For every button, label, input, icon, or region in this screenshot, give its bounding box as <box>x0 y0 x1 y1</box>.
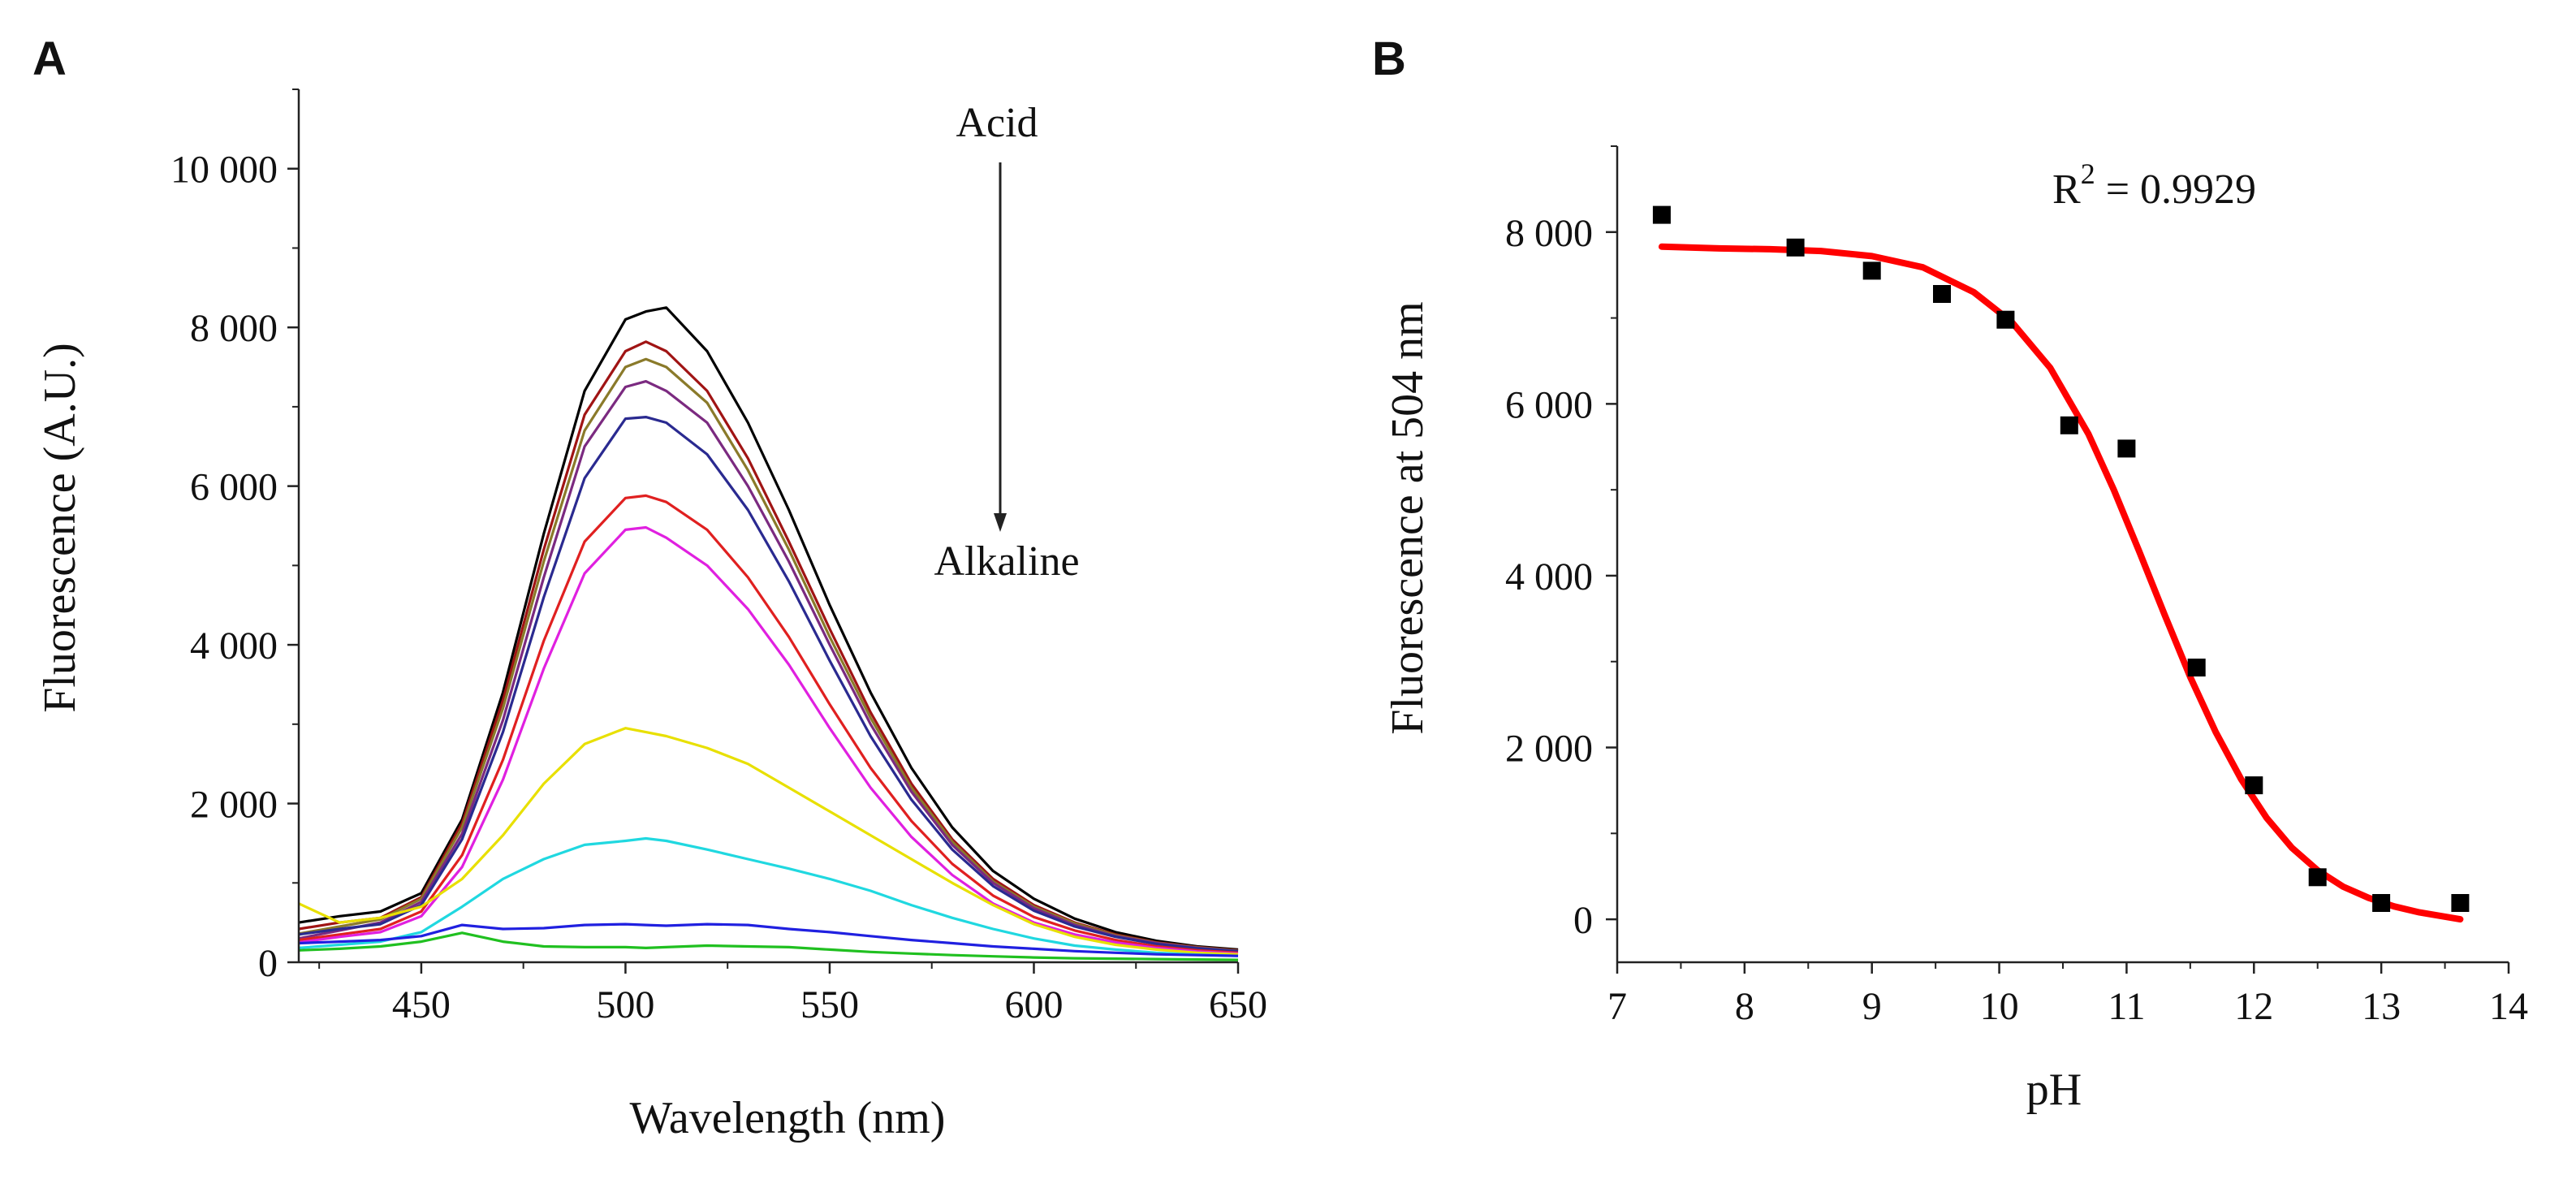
panel-b-x-axis-label: pH <box>2026 1065 2082 1115</box>
series-line-ph-9-0 <box>298 357 1239 953</box>
panel-b-x-tick-label: 11 <box>2108 985 2145 1028</box>
panel-b-x-tick-label: 9 <box>1862 985 1882 1028</box>
panel-b-y-tick-label: 0 <box>1573 899 1593 942</box>
panel-a-x-tick-label: 450 <box>392 983 451 1026</box>
panel-a-series-group <box>298 306 1239 961</box>
panel-b-chart: 0 2 000 4 000 6 000 8 000 7 8 9 10 11 12 13 14 pH Fl… <box>1383 145 2528 1115</box>
panel-a-ticks: 0 2 000 4 000 6 000 8 000 10 000 450 500 550 600 6… <box>170 89 1267 1026</box>
annotation-acid: Acid <box>956 100 1038 146</box>
panel-a-y-tick-label: 8 000 <box>190 307 278 350</box>
panel-b-x-tick-label: 10 <box>1980 985 2019 1028</box>
series-line-ph-9-5 <box>298 380 1239 953</box>
series-line-ph-12-0 <box>298 836 1239 957</box>
panel-b-fit-group <box>1658 243 2464 923</box>
data-point <box>2372 894 2391 912</box>
panel-b-x-tick-label: 14 <box>2489 985 2528 1028</box>
annotation-alkaline: Alkaline <box>934 538 1079 585</box>
panel-a-y-axis-label: Fluorescence (A.U.) <box>35 343 85 713</box>
data-point <box>1786 238 1805 257</box>
series-line-ph-13-0 <box>298 931 1239 961</box>
data-point <box>2451 894 2470 912</box>
panel-a-y-tick-label: 4 000 <box>190 624 278 667</box>
panel-a-x-tick-label: 550 <box>800 983 859 1026</box>
panel-b-x-tick-label: 7 <box>1607 985 1627 1028</box>
panel-b-points-group <box>1652 205 2470 912</box>
panel-a-label: A <box>32 32 67 85</box>
panel-a-y-tick-label: 6 000 <box>190 466 278 509</box>
panel-a-y-tick-label: 2 000 <box>190 784 278 827</box>
data-point <box>2060 416 2078 434</box>
panel-b-y-tick-label: 6 000 <box>1505 383 1593 426</box>
panel-b-axes <box>1616 146 2509 964</box>
r-squared-superscript: 2 <box>2081 158 2095 190</box>
panel-a-y-tick-label: 0 <box>258 942 278 985</box>
data-point <box>2187 659 2206 677</box>
panel-b-y-tick-label: 4 000 <box>1505 555 1593 598</box>
data-point <box>2117 439 2136 458</box>
panel-b-y-tick-label: 8 000 <box>1505 212 1593 255</box>
panel-b-x-tick-label: 8 <box>1735 985 1754 1028</box>
sigmoid-fit-curve <box>1658 243 2464 923</box>
panel-a-x-tick-label: 600 <box>1004 983 1063 1026</box>
r-squared-value: = 0.9929 <box>2095 166 2256 213</box>
panel-b-x-tick-label: 12 <box>2234 985 2273 1028</box>
panel-b-label: B <box>1372 32 1406 85</box>
panel-b-ticks: 0 2 000 4 000 6 000 8 000 7 8 9 10 11 12 13 14 <box>1505 145 2528 1028</box>
series-line-ph-10-5 <box>298 494 1239 954</box>
arrow-head-icon <box>994 513 1007 532</box>
data-point <box>1862 261 1881 280</box>
panel-b-x-tick-label: 13 <box>2362 985 2401 1028</box>
panel-a-x-axis-label: Wavelength (nm) <box>630 1093 946 1143</box>
r-squared-annotation: R2 = 0.9929 <box>2052 158 2256 213</box>
data-point <box>2308 868 2327 887</box>
data-point <box>1652 205 1671 224</box>
panel-a-x-tick-label: 500 <box>596 983 654 1026</box>
data-point <box>2245 776 2263 795</box>
series-line-ph-10-0 <box>298 416 1239 953</box>
series-line-ph-11-5 <box>298 727 1239 956</box>
series-line-ph-11-0 <box>298 525 1239 955</box>
panel-a-chart: 0 2 000 4 000 6 000 8 000 10 000 450 500 550 600 6… <box>35 89 1267 1143</box>
panel-b-y-tick-label: 2 000 <box>1505 728 1593 771</box>
series-line-ph-7-35 <box>298 306 1239 951</box>
data-point <box>1933 285 1951 303</box>
panel-a-y-tick-label: 10 000 <box>170 149 278 192</box>
data-point <box>1996 310 2015 329</box>
panel-b-y-axis-label: Fluorescence at 504 nm <box>1383 301 1433 734</box>
panel-a-x-tick-label: 650 <box>1209 983 1267 1026</box>
series-line-ph-12-5 <box>298 922 1239 957</box>
panel-a-axes <box>297 89 1238 964</box>
r-squared-prefix: R <box>2052 166 2081 213</box>
